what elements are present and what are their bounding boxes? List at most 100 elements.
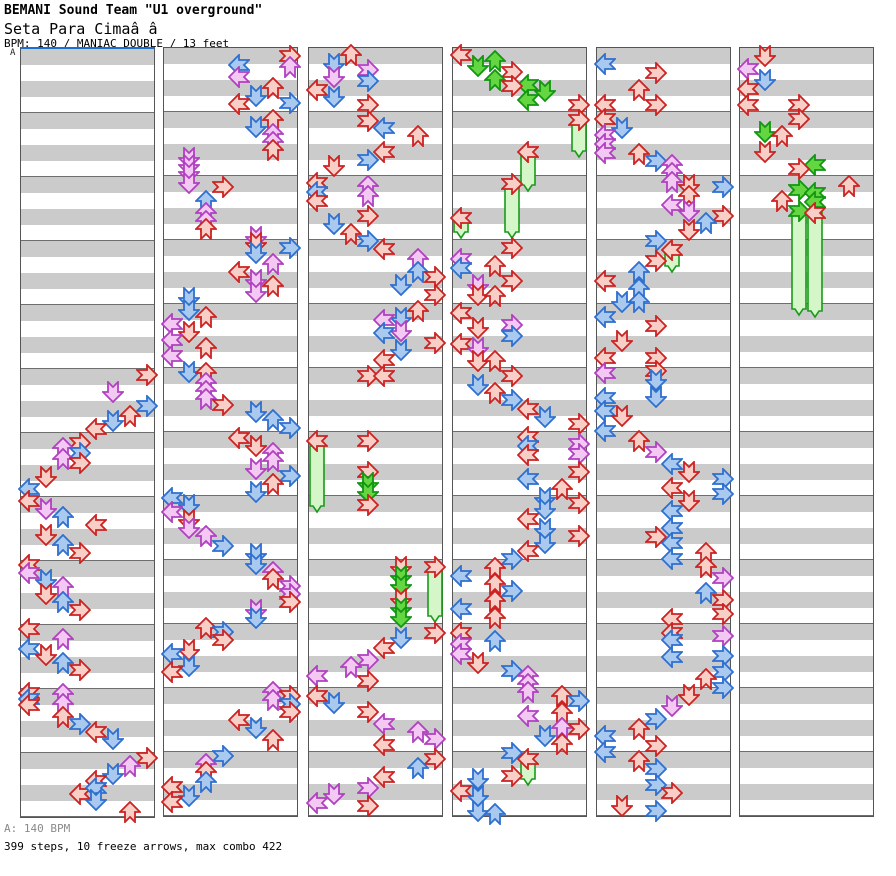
- note-arrow-right: [356, 795, 379, 817]
- note-arrow-right: [661, 782, 684, 804]
- note-arrow-up: [118, 801, 141, 823]
- note-arrow-down: [102, 410, 125, 432]
- note-arrow-up: [261, 139, 284, 161]
- note-arrow-up: [483, 350, 506, 372]
- note-arrow-right: [356, 670, 379, 692]
- note-arrow-up: [770, 190, 793, 212]
- note-arrow-up: [194, 210, 217, 232]
- note-arrow-left: [661, 517, 684, 539]
- note-arrow-left: [450, 643, 473, 665]
- note-arrow-left: [594, 133, 617, 155]
- note-arrow-up: [118, 405, 141, 427]
- note-arrow-right: [423, 748, 446, 770]
- note-arrow-right: [423, 332, 446, 354]
- note-arrow-down: [534, 498, 557, 520]
- note-arrow-down: [245, 481, 268, 503]
- note-arrow-left: [661, 622, 684, 644]
- note-arrow-right: [500, 660, 523, 682]
- note-arrow-up: [194, 761, 217, 783]
- note-arrow-right: [423, 556, 446, 578]
- note-arrow-right: [500, 61, 523, 83]
- note-arrow-down: [102, 763, 125, 785]
- note-arrow-left: [517, 705, 540, 727]
- note-arrow-up: [837, 175, 860, 197]
- note-arrow-down: [323, 155, 346, 177]
- note-arrow-up: [661, 162, 684, 184]
- note-arrow-left: [306, 665, 329, 687]
- note-arrow-left: [450, 622, 473, 644]
- note-arrow-up: [194, 306, 217, 328]
- freeze-arrow-body: [790, 211, 807, 317]
- note-arrow-up: [51, 576, 74, 598]
- note-arrow-right: [278, 237, 301, 259]
- note-arrow-down: [178, 361, 201, 383]
- note-arrow-up: [483, 255, 506, 277]
- note-arrow-left: [85, 721, 108, 743]
- note-arrow-down: [35, 569, 58, 591]
- note-arrow-down: [245, 269, 268, 291]
- note-arrow-up: [627, 430, 650, 452]
- note-arrow-down: [390, 574, 413, 596]
- note-arrow-left: [517, 748, 540, 770]
- note-arrow-right: [711, 567, 734, 589]
- note-arrow-left: [661, 500, 684, 522]
- note-arrow-up: [517, 665, 540, 687]
- note-arrow-left: [228, 66, 251, 88]
- note-arrow-up: [51, 448, 74, 470]
- note-arrow-left: [306, 430, 329, 452]
- note-arrow-down: [245, 226, 268, 248]
- note-arrow-up: [483, 607, 506, 629]
- note-arrow-right: [135, 364, 158, 386]
- note-arrow-left: [373, 238, 396, 260]
- note-arrow-up: [194, 617, 217, 639]
- note-arrow-down: [178, 509, 201, 531]
- note-arrow-up: [51, 706, 74, 728]
- note-arrow-up: [406, 261, 429, 283]
- note-arrow-right: [644, 360, 667, 382]
- note-arrow-left: [373, 309, 396, 331]
- note-arrow-up: [194, 362, 217, 384]
- note-arrow-up: [678, 185, 701, 207]
- note-arrow-left: [450, 44, 473, 66]
- note-arrow-right: [68, 442, 91, 464]
- note-arrow-up: [483, 557, 506, 579]
- note-arrow-right: [356, 365, 379, 387]
- note-arrow-down: [245, 401, 268, 423]
- note-arrow-up: [627, 278, 650, 300]
- note-arrow-down: [754, 121, 777, 143]
- note-arrow-down: [467, 317, 490, 339]
- note-arrow-right: [356, 70, 379, 92]
- note-arrow-right: [211, 394, 234, 416]
- note-arrow-down: [35, 466, 58, 488]
- note-arrow-down: [323, 692, 346, 714]
- note-arrow-down: [644, 369, 667, 391]
- note-arrow-right: [500, 314, 523, 336]
- note-arrow-right: [644, 62, 667, 84]
- note-arrow-up: [550, 685, 573, 707]
- note-arrow-down: [534, 487, 557, 509]
- note-arrow-left: [450, 207, 473, 229]
- note-arrow-left: [450, 565, 473, 587]
- note-arrow-left: [517, 398, 540, 420]
- note-arrow-right: [644, 230, 667, 252]
- note-arrow-down: [102, 728, 125, 750]
- note-arrow-right: [278, 465, 301, 487]
- note-arrow-up: [51, 591, 74, 613]
- note-arrow-down: [611, 117, 634, 139]
- note-arrow-up: [194, 202, 217, 224]
- note-arrow-right: [356, 230, 379, 252]
- note-arrow-down: [390, 597, 413, 619]
- note-arrow-down: [356, 481, 379, 503]
- note-arrow-up: [483, 630, 506, 652]
- note-arrow-down: [390, 320, 413, 342]
- note-arrow-left: [161, 487, 184, 509]
- note-arrow-left: [18, 554, 41, 576]
- note-arrow-up: [194, 380, 217, 402]
- note-arrow-down: [323, 86, 346, 108]
- note-arrow-up: [661, 171, 684, 193]
- note-arrow-down: [467, 768, 490, 790]
- note-arrow-down: [102, 381, 125, 403]
- note-arrow-down: [178, 321, 201, 343]
- note-arrow-right: [711, 603, 734, 625]
- note-arrow-right: [68, 432, 91, 454]
